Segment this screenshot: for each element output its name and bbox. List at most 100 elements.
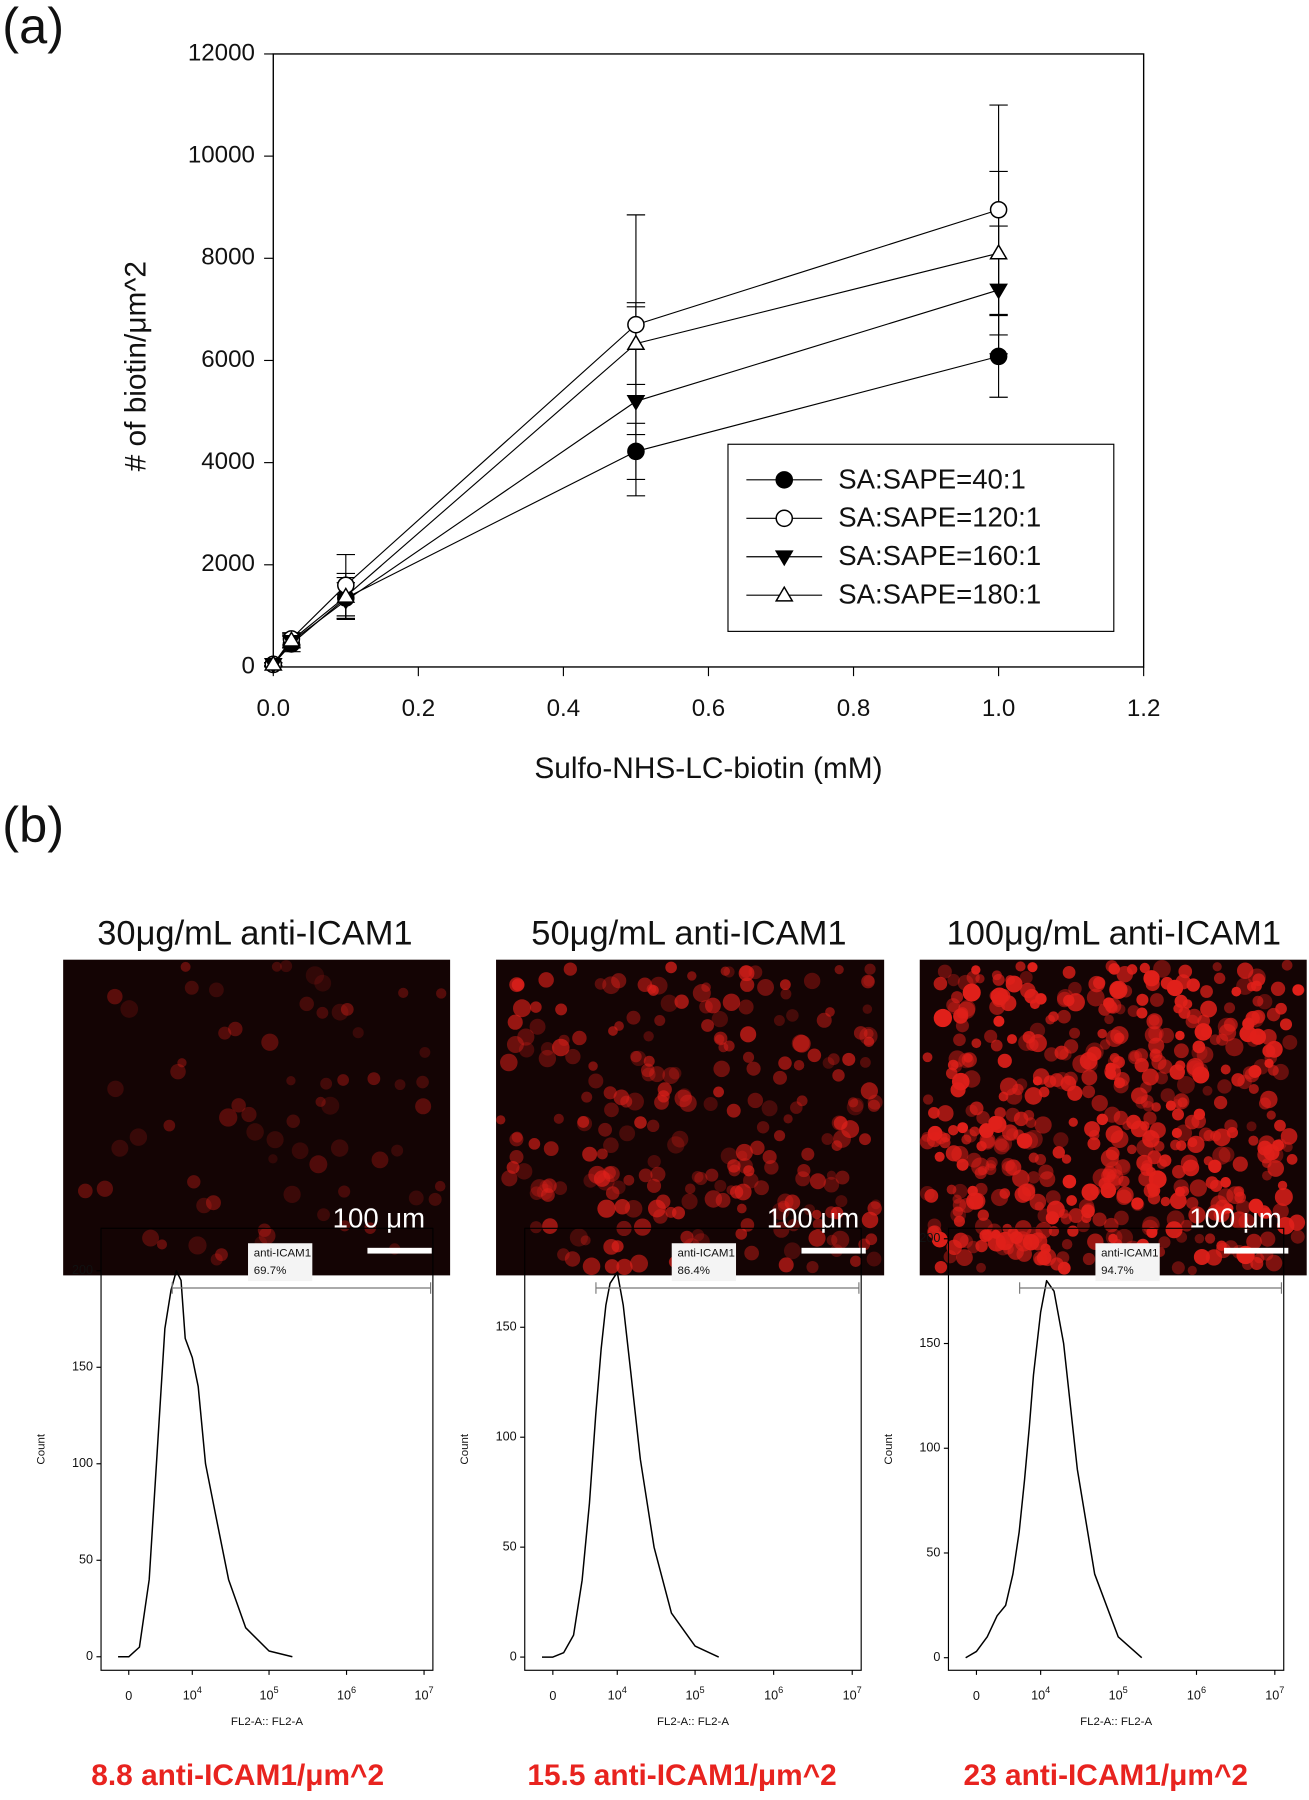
cell [821, 1133, 834, 1145]
cell [218, 1026, 232, 1040]
cell [371, 1151, 389, 1169]
cell [966, 1152, 982, 1168]
cell [714, 1179, 727, 1192]
cell [577, 1116, 590, 1128]
cell [1024, 1129, 1043, 1149]
x-tick-label: 104 [183, 1685, 202, 1703]
result-caption: 23 anti-ICAM1/μm^2 [964, 1759, 1248, 1792]
cell [1175, 1140, 1187, 1151]
x-tick-label: 0.0 [257, 695, 291, 722]
cell [1062, 1174, 1077, 1189]
gate-label-bg [671, 1243, 737, 1282]
cell [1266, 1110, 1276, 1120]
cell [726, 1185, 737, 1195]
gate-label-bg [248, 1243, 313, 1282]
cell [1029, 1193, 1047, 1211]
scale-bar-label: 100 μm [1189, 1203, 1281, 1234]
marker [336, 586, 356, 603]
cell [943, 1250, 957, 1264]
cell [1158, 1027, 1175, 1044]
cell [1105, 1125, 1124, 1144]
cell [1202, 1085, 1213, 1096]
cell [1268, 1065, 1279, 1076]
cell [1169, 1192, 1187, 1210]
cell [924, 1188, 939, 1203]
cell [1160, 1088, 1175, 1103]
cell [1136, 1007, 1148, 1019]
cell [807, 1048, 822, 1063]
cell [1266, 1007, 1281, 1022]
y-tick-label: 50 [926, 1545, 940, 1559]
cell [743, 1165, 755, 1177]
marker [775, 509, 794, 528]
cell [1066, 993, 1085, 1012]
cell [1104, 1000, 1117, 1013]
cell [205, 1195, 221, 1211]
gate-percent: 86.4% [677, 1265, 710, 1277]
cell [228, 1021, 243, 1037]
cell [816, 1012, 832, 1028]
cell [826, 1170, 837, 1180]
cell [1252, 973, 1266, 987]
cell [558, 1034, 570, 1047]
cell [603, 1137, 619, 1154]
cell [630, 1254, 649, 1273]
cell [777, 1200, 790, 1213]
cell [647, 984, 659, 996]
cell [529, 1186, 544, 1200]
cell [863, 1028, 874, 1039]
cell [630, 1050, 647, 1067]
cell [367, 1072, 381, 1086]
cell [1217, 1017, 1236, 1036]
cell [704, 1190, 723, 1208]
cell [668, 1066, 682, 1080]
cell [1277, 1180, 1288, 1191]
cell [933, 976, 948, 991]
cell [778, 1257, 794, 1273]
cell [1114, 1159, 1131, 1176]
cell [713, 1086, 724, 1098]
marker [774, 550, 794, 567]
marker [626, 334, 646, 350]
cell [1127, 1144, 1137, 1155]
cell [1097, 1028, 1107, 1039]
cell [623, 1174, 635, 1186]
cell [735, 1228, 748, 1240]
cell [352, 1027, 364, 1039]
cell [1005, 975, 1023, 993]
cell [723, 1040, 735, 1052]
legend-label: SA:SAPE=180:1 [838, 579, 1041, 610]
cell [1173, 1093, 1190, 1110]
cell [1104, 1014, 1114, 1025]
cell [528, 1137, 541, 1150]
cell [1027, 1171, 1040, 1184]
cell [1020, 982, 1036, 999]
cell [737, 1158, 753, 1174]
cell [1200, 1000, 1217, 1018]
cell [984, 1163, 997, 1176]
cell [1157, 1059, 1173, 1074]
gate-percent: 94.7% [1101, 1265, 1134, 1277]
cell [792, 1034, 811, 1053]
micrograph [63, 959, 451, 1276]
cell [1156, 1158, 1168, 1170]
marker [627, 315, 645, 334]
cell [726, 1103, 741, 1118]
cell [1264, 1058, 1274, 1068]
cell [1084, 1121, 1100, 1137]
cell [1143, 1111, 1157, 1125]
cell [850, 1255, 862, 1267]
cell [974, 1182, 988, 1196]
cell [773, 1221, 790, 1238]
legend-label: SA:SAPE=120:1 [838, 502, 1041, 533]
cell [582, 1257, 601, 1276]
scale-bar-label: 100 μm [767, 1203, 859, 1234]
cell [241, 1106, 257, 1123]
cell [1016, 1246, 1033, 1262]
x-tick-label: 106 [764, 1685, 783, 1703]
cell [1143, 1183, 1159, 1198]
cell [317, 1208, 330, 1222]
cell [1274, 1119, 1286, 1132]
cell [603, 1086, 617, 1100]
cell [580, 1235, 591, 1246]
